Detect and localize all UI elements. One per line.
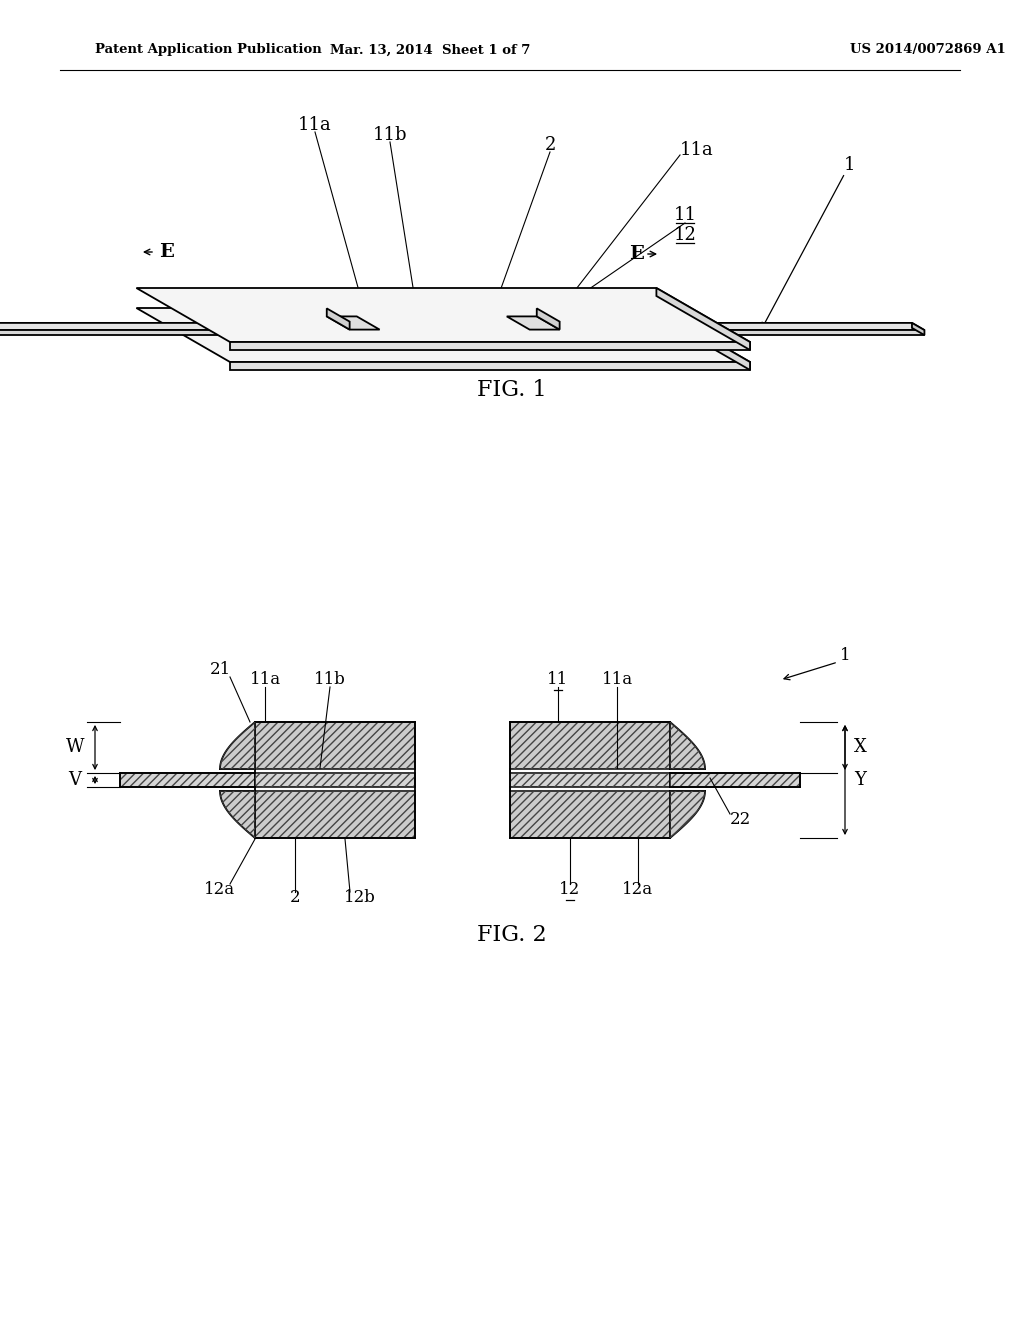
Text: 12: 12 bbox=[674, 226, 696, 244]
Polygon shape bbox=[0, 323, 375, 330]
Text: 12: 12 bbox=[559, 882, 581, 899]
Text: 11a: 11a bbox=[298, 116, 332, 135]
Polygon shape bbox=[361, 323, 524, 330]
Polygon shape bbox=[255, 791, 415, 838]
Text: E: E bbox=[630, 246, 644, 263]
Text: 12a: 12a bbox=[414, 301, 446, 319]
Polygon shape bbox=[230, 342, 750, 350]
Polygon shape bbox=[510, 722, 670, 770]
Polygon shape bbox=[537, 309, 560, 330]
Text: 11a: 11a bbox=[601, 672, 633, 689]
Polygon shape bbox=[356, 317, 380, 342]
Text: FIG. 2: FIG. 2 bbox=[477, 924, 547, 946]
Polygon shape bbox=[670, 774, 800, 787]
Text: W: W bbox=[66, 738, 84, 756]
Polygon shape bbox=[230, 362, 750, 370]
Text: 1: 1 bbox=[844, 156, 856, 174]
Text: 2: 2 bbox=[545, 136, 556, 154]
Polygon shape bbox=[375, 330, 524, 335]
Text: 12a: 12a bbox=[623, 882, 653, 899]
Text: 1: 1 bbox=[840, 647, 850, 664]
Text: 21: 21 bbox=[209, 661, 230, 678]
Text: E: E bbox=[160, 243, 174, 261]
Polygon shape bbox=[510, 791, 670, 838]
Polygon shape bbox=[327, 309, 349, 330]
Text: Mar. 13, 2014  Sheet 1 of 7: Mar. 13, 2014 Sheet 1 of 7 bbox=[330, 44, 530, 57]
Text: 11a: 11a bbox=[250, 672, 281, 689]
Polygon shape bbox=[255, 722, 415, 770]
Text: X: X bbox=[854, 738, 866, 756]
Polygon shape bbox=[524, 330, 925, 335]
Polygon shape bbox=[670, 722, 705, 770]
Polygon shape bbox=[510, 774, 670, 787]
Text: FIG. 1: FIG. 1 bbox=[477, 379, 547, 401]
Text: 22: 22 bbox=[729, 812, 751, 829]
Text: 11: 11 bbox=[548, 672, 568, 689]
Polygon shape bbox=[0, 330, 375, 335]
Text: Y: Y bbox=[854, 771, 866, 789]
Polygon shape bbox=[255, 774, 415, 787]
Text: 11b: 11b bbox=[314, 672, 346, 689]
Text: V: V bbox=[69, 771, 82, 789]
Polygon shape bbox=[670, 791, 705, 838]
Polygon shape bbox=[327, 317, 380, 330]
Text: 12b: 12b bbox=[344, 890, 376, 907]
Polygon shape bbox=[912, 323, 925, 335]
Polygon shape bbox=[512, 323, 925, 330]
Polygon shape bbox=[507, 317, 560, 330]
Polygon shape bbox=[656, 288, 750, 350]
Polygon shape bbox=[136, 308, 750, 362]
Polygon shape bbox=[220, 791, 255, 838]
Polygon shape bbox=[656, 308, 750, 370]
Polygon shape bbox=[120, 774, 255, 787]
Text: 11: 11 bbox=[674, 206, 696, 224]
Polygon shape bbox=[220, 722, 255, 770]
Text: 11a: 11a bbox=[680, 141, 714, 158]
Polygon shape bbox=[136, 288, 750, 342]
Polygon shape bbox=[0, 323, 375, 330]
Polygon shape bbox=[507, 317, 529, 342]
Text: Patent Application Publication: Patent Application Publication bbox=[95, 44, 322, 57]
Text: US 2014/0072869 A1: US 2014/0072869 A1 bbox=[850, 44, 1006, 57]
Text: 2: 2 bbox=[290, 890, 300, 907]
Polygon shape bbox=[507, 317, 560, 330]
Text: 11b: 11b bbox=[373, 125, 408, 144]
Polygon shape bbox=[327, 317, 380, 330]
Text: 12a: 12a bbox=[205, 882, 236, 899]
